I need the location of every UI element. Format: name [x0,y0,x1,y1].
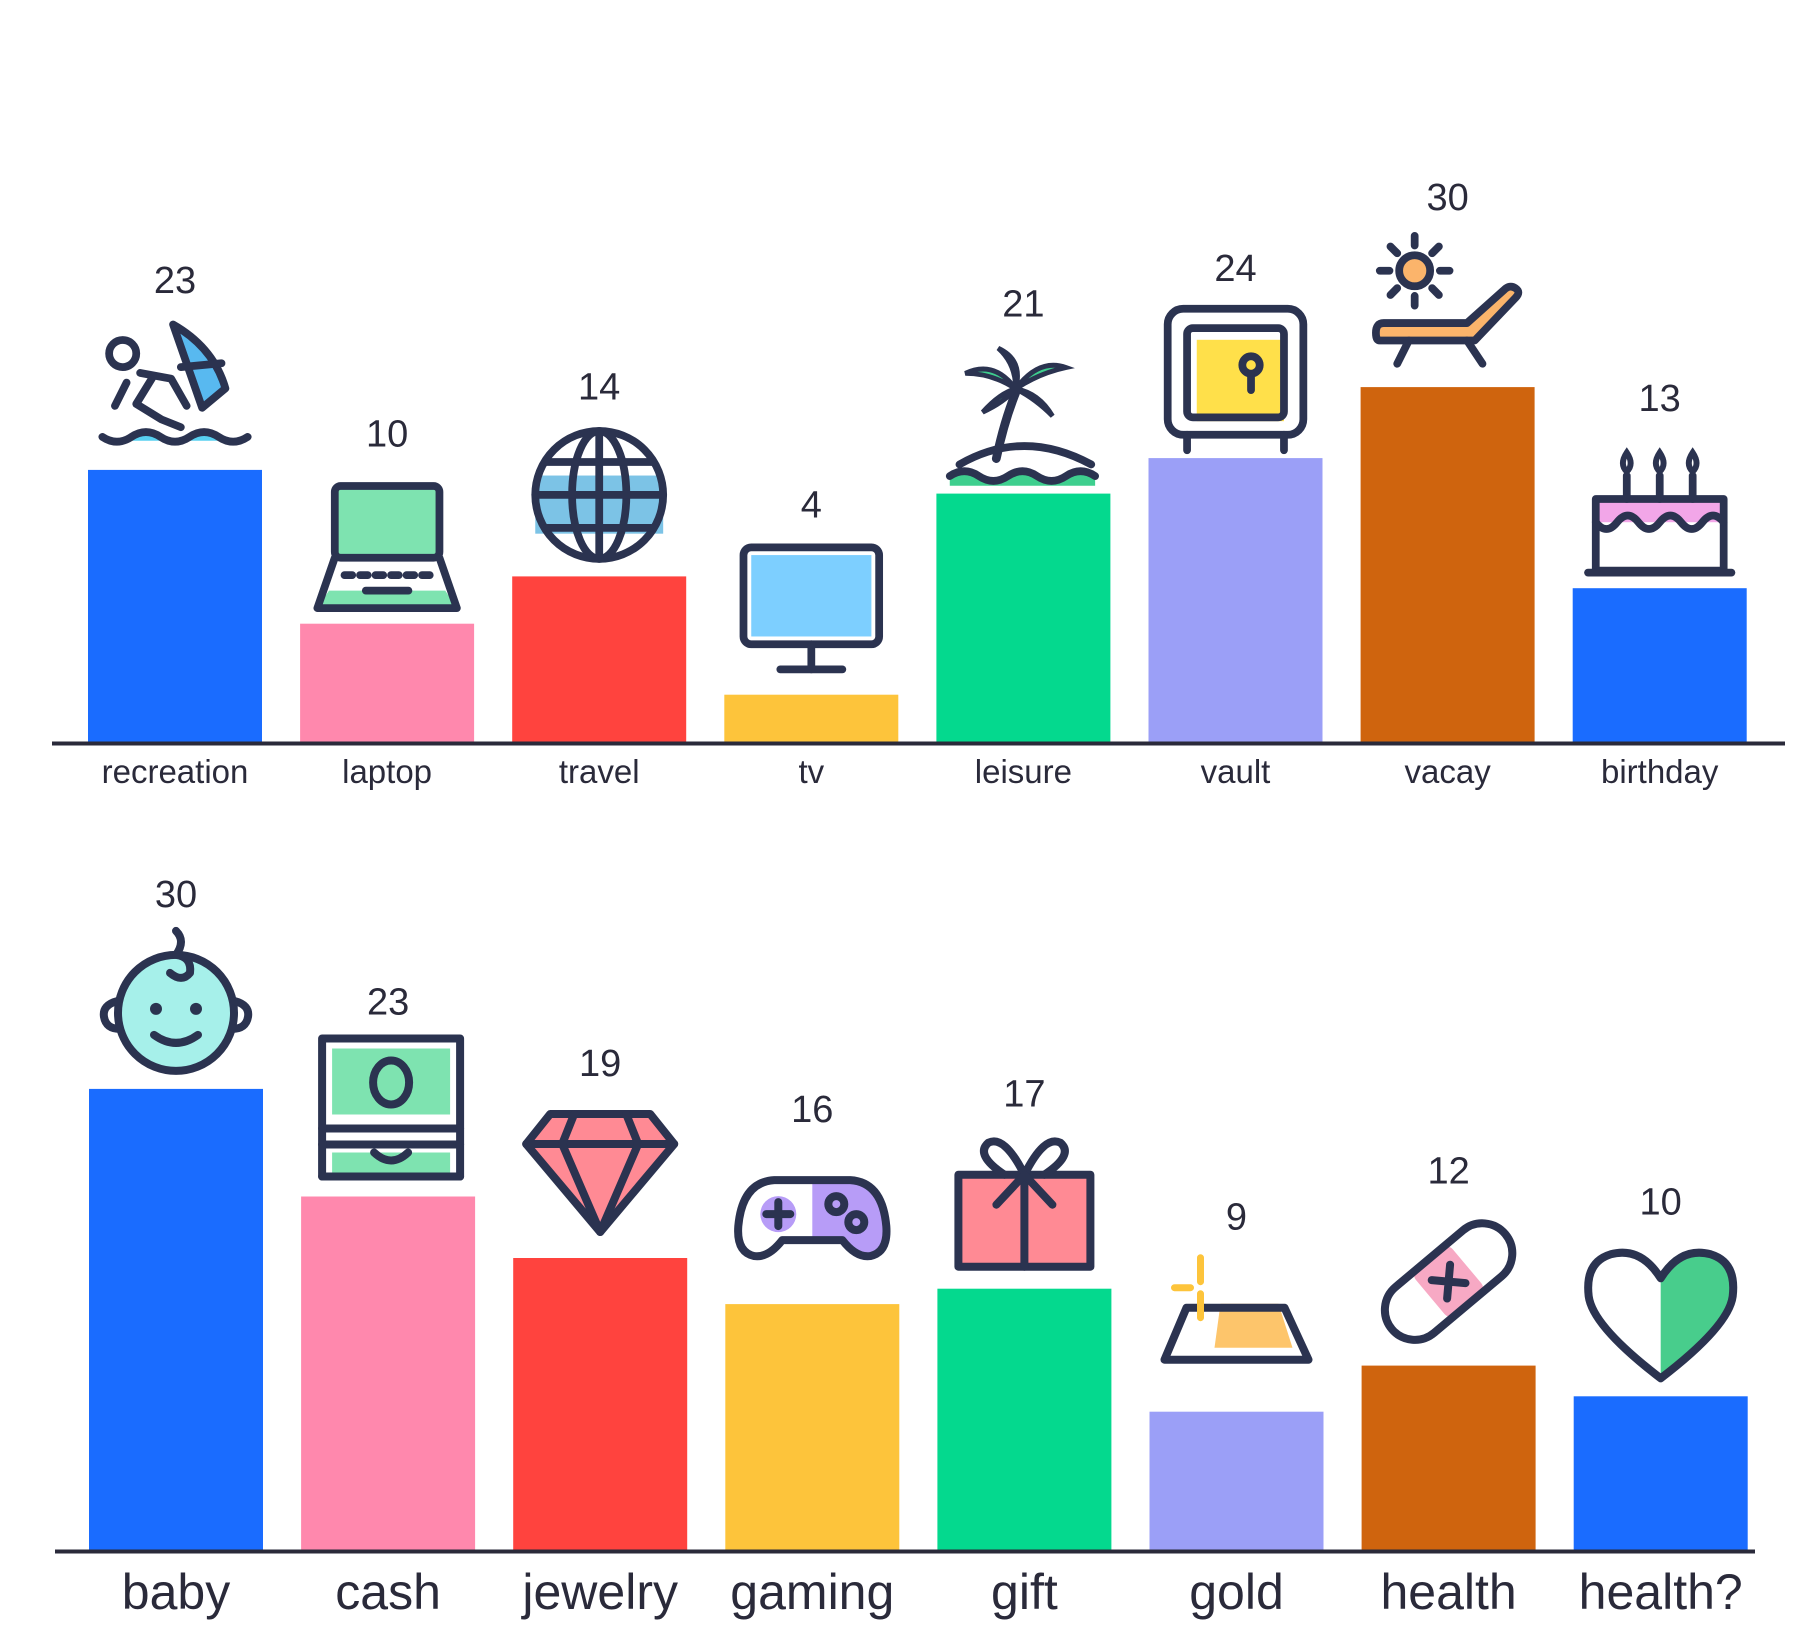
bar-travel [512,576,687,742]
category-label: gaming [730,1564,894,1620]
gift-box-icon [954,1137,1095,1271]
category-label: travel [559,753,640,790]
value-label: 30 [155,874,197,916]
cash-stack-icon [318,1034,465,1181]
bar-health- [1573,1396,1748,1550]
cake-icon [1584,447,1736,577]
safe-icon [1163,304,1308,455]
sunbed-icon [1372,231,1523,368]
category-label: baby [122,1564,230,1620]
gold-bar-icon [1160,1254,1313,1364]
value-label: 13 [1639,378,1681,420]
bar-baby [89,1088,263,1550]
bar-recreation [88,469,262,742]
category-label: vault [1201,753,1271,790]
category-label: recreation [102,753,249,790]
value-label: 10 [366,414,408,456]
bar-tv [724,694,899,742]
category-label: jewelry [520,1564,678,1620]
category-label: laptop [342,753,432,790]
bar-health [1361,1365,1536,1550]
chart-top: 23 recreation 10 laptop 14 travel 4 tv 21 lei… [52,177,1785,790]
value-label: 10 [1640,1181,1682,1223]
tv-icon [739,543,884,674]
bandage-icon [1380,1219,1517,1344]
bar-vault [1148,458,1323,742]
category-label: leisure [975,753,1072,790]
value-label: 30 [1426,177,1468,219]
bar-vacay [1360,387,1535,742]
bar-gaming [725,1304,900,1550]
category-label: vacay [1404,753,1491,790]
value-label: 23 [367,982,409,1024]
diamond-icon [522,1110,679,1236]
value-label: 17 [1003,1074,1045,1116]
bar-laptop [300,623,475,742]
category-label: gold [1189,1564,1284,1620]
value-label: 9 [1226,1197,1247,1239]
bar-jewelry [513,1258,688,1550]
gamepad-icon [734,1176,891,1261]
value-label: 4 [801,485,822,527]
category-label: tv [798,753,824,790]
category-label: gift [991,1564,1058,1620]
value-label: 16 [791,1089,833,1131]
laptop-icon [313,482,461,612]
windsurf-icon [98,320,252,446]
category-label: health? [1579,1564,1743,1620]
category-label: cash [335,1564,441,1620]
bar-cash [301,1196,476,1550]
bar-leisure [936,493,1111,742]
value-label: 21 [1002,284,1044,326]
category-label: health [1380,1564,1516,1620]
bar-gold [1149,1411,1324,1550]
bar-birthday [1572,588,1747,742]
bar-gift [937,1288,1112,1550]
value-label: 19 [579,1043,621,1085]
value-label: 24 [1214,248,1256,290]
globe-icon [531,427,668,563]
baby-face-icon [99,926,253,1075]
palm-island-icon [945,345,1100,486]
heart-icon [1584,1248,1738,1383]
value-label: 23 [154,260,196,302]
value-label: 14 [578,366,620,408]
category-label: birthday [1601,753,1719,790]
value-label: 12 [1427,1151,1469,1193]
